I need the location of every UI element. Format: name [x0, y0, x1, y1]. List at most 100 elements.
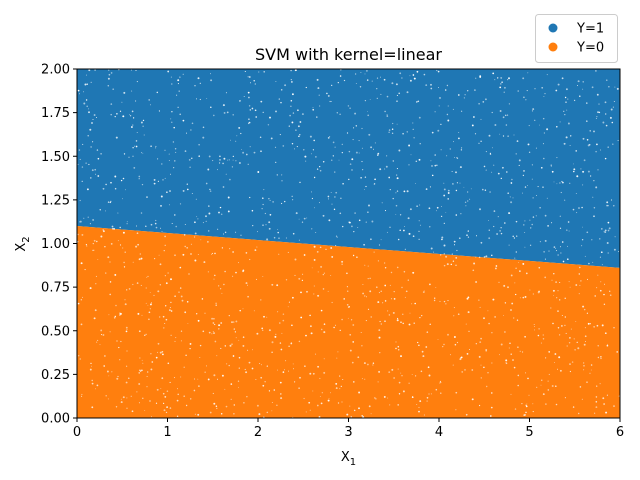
speckle-dot: [309, 372, 312, 375]
speckle-dot: [282, 371, 285, 373]
speckle-dot: [197, 77, 200, 80]
speckle-dot: [219, 288, 222, 290]
speckle-dot: [235, 140, 237, 142]
speckle-dot: [437, 86, 440, 89]
speckle-dot: [389, 188, 391, 191]
speckle-dot: [316, 116, 318, 118]
speckle-dot: [413, 322, 415, 324]
speckle-dot: [260, 364, 262, 366]
speckle-dot: [599, 383, 601, 385]
speckle-dot: [542, 338, 545, 340]
speckle-dot: [548, 250, 550, 252]
speckle-dot: [487, 310, 489, 312]
speckle-dot: [135, 140, 138, 142]
speckle-dot: [252, 224, 254, 227]
speckle-dot: [271, 410, 273, 412]
speckle-dot: [465, 413, 468, 416]
speckle-dot: [604, 229, 607, 232]
speckle-dot: [82, 143, 84, 145]
speckle-dot: [352, 324, 355, 326]
speckle-dot: [504, 302, 507, 304]
speckle-dot: [429, 186, 431, 188]
speckle-dot: [180, 330, 183, 332]
speckle-dot: [566, 245, 569, 247]
speckle-dot: [174, 214, 176, 216]
speckle-dot: [525, 404, 527, 406]
speckle-dot: [260, 150, 262, 153]
speckle-dot: [242, 344, 245, 347]
speckle-dot: [397, 238, 400, 241]
speckle-dot: [238, 126, 241, 129]
speckle-dot: [423, 414, 425, 416]
speckle-dot: [488, 229, 491, 231]
speckle-dot: [586, 312, 589, 314]
speckle-dot: [276, 284, 279, 287]
speckle-dot: [445, 255, 448, 258]
y-tick-label: 1.75: [41, 106, 70, 121]
speckle-dot: [228, 364, 230, 367]
speckle-dot: [281, 174, 283, 176]
speckle-dot: [416, 101, 418, 103]
speckle-dot: [524, 231, 526, 233]
speckle-dot: [174, 160, 176, 162]
speckle-dot: [278, 237, 280, 240]
speckle-dot: [499, 230, 501, 232]
speckle-dot: [264, 381, 266, 383]
speckle-dot: [444, 89, 447, 91]
speckle-dot: [175, 151, 177, 153]
speckle-dot: [595, 406, 598, 409]
speckle-dot: [566, 229, 568, 231]
speckle-dot: [357, 356, 360, 359]
speckle-dot: [319, 377, 321, 379]
speckle-dot: [581, 206, 583, 209]
x-tick-label: 5: [525, 425, 533, 440]
speckle-dot: [317, 365, 320, 368]
speckle-dot: [341, 152, 343, 154]
speckle-dot: [136, 282, 139, 284]
speckle-dot: [182, 119, 185, 122]
speckle-dot: [591, 86, 594, 89]
speckle-dot: [550, 307, 552, 309]
speckle-dot: [395, 347, 397, 350]
speckle-dot: [208, 155, 211, 158]
speckle-dot: [319, 165, 321, 168]
speckle-dot: [252, 349, 254, 351]
speckle-dot: [542, 334, 544, 336]
speckle-dot: [244, 70, 246, 73]
speckle-dot: [255, 278, 257, 280]
speckle-dot: [282, 319, 285, 322]
speckle-dot: [515, 293, 517, 296]
speckle-dot: [313, 139, 316, 142]
speckle-dot: [161, 353, 164, 356]
speckle-dot: [567, 122, 570, 125]
speckle-dot: [287, 370, 290, 372]
speckle-dot: [240, 234, 242, 237]
speckle-dot: [184, 150, 187, 152]
speckle-dot: [254, 83, 256, 85]
speckle-dot: [162, 402, 165, 405]
speckle-dot: [609, 294, 612, 297]
speckle-dot: [419, 204, 421, 206]
speckle-dot: [412, 74, 415, 76]
speckle-dot: [140, 284, 142, 286]
speckle-dot: [304, 155, 307, 158]
speckle-dot: [522, 296, 525, 299]
speckle-dot: [242, 270, 245, 273]
speckle-dot: [510, 353, 512, 355]
speckle-dot: [105, 183, 107, 186]
speckle-dot: [522, 351, 524, 353]
x-tick-label: 1: [163, 425, 171, 440]
speckle-dot: [342, 225, 344, 228]
speckle-dot: [538, 266, 541, 269]
speckle-dot: [135, 100, 137, 102]
speckle-dot: [255, 116, 258, 118]
speckle-dot: [81, 166, 84, 168]
speckle-dot: [561, 77, 564, 80]
speckle-dot: [355, 151, 358, 154]
speckle-dot: [150, 368, 153, 371]
speckle-dot: [80, 262, 83, 265]
speckle-dot: [415, 160, 418, 163]
speckle-dot: [165, 305, 167, 307]
